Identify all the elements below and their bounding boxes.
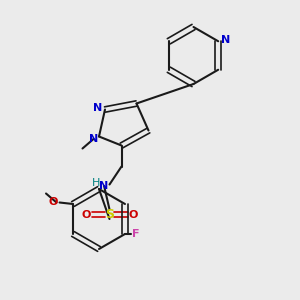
Text: O: O — [128, 209, 138, 220]
Text: N: N — [221, 35, 230, 45]
Text: O: O — [81, 209, 91, 220]
Text: N: N — [93, 103, 102, 113]
Text: N: N — [89, 134, 98, 144]
Text: H: H — [92, 178, 100, 188]
Text: O: O — [49, 196, 58, 207]
Text: F: F — [132, 229, 140, 239]
Text: N: N — [100, 181, 109, 191]
Text: S: S — [105, 208, 114, 221]
